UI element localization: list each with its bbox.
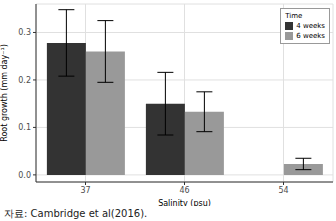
svg-text:Salinity (psu): Salinity (psu) (158, 199, 211, 206)
html-text:6 weeks: 6 weeks (296, 32, 325, 40)
svg-text:0.3: 0.3 (18, 28, 31, 37)
svg-text:0.1: 0.1 (18, 123, 31, 132)
svg-text:54: 54 (278, 186, 288, 195)
html-text:Time: Time (285, 12, 303, 20)
html-text:4 weeks: 4 weeks (296, 22, 325, 30)
svg-text:46: 46 (179, 186, 189, 195)
svg-text:37: 37 (80, 186, 90, 195)
svg-text:0.2: 0.2 (18, 76, 31, 85)
svg-text:Root growth (mm day⁻¹): Root growth (mm day⁻¹) (8, 44, 9, 142)
html-text:자료: Cambridge et al(2016).: 자료: Cambridge et al(2016). (4, 208, 148, 219)
svg-text:0.0: 0.0 (18, 171, 31, 180)
